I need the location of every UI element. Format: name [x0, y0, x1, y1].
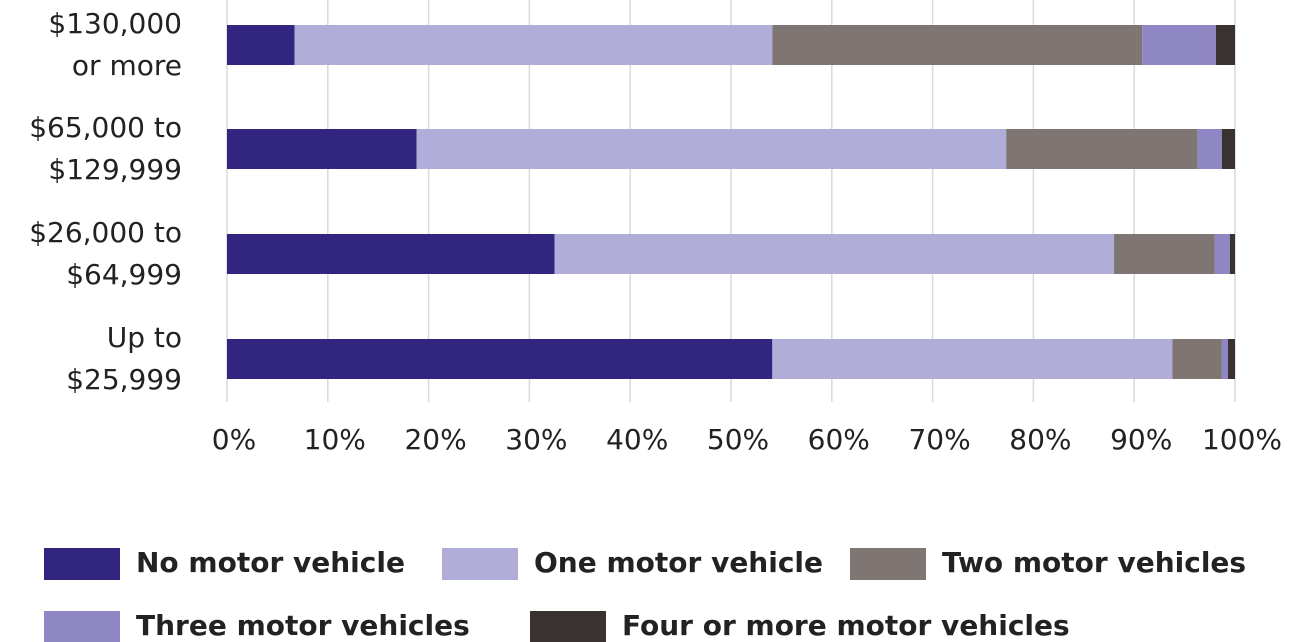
bar-segment — [227, 339, 773, 379]
x-tick-label: 0% — [212, 423, 256, 456]
bar-segment — [294, 25, 773, 65]
legend-swatch — [44, 611, 120, 642]
bar-segment — [227, 234, 555, 274]
legend-swatch — [44, 548, 120, 580]
bar-segment — [772, 339, 1173, 379]
legend-label: Three motor vehicles — [136, 609, 470, 642]
y-tick-label: $65,000 to $129,999 — [29, 111, 182, 186]
bar-segment — [1221, 339, 1228, 379]
legend-label: Two motor vehicles — [942, 546, 1246, 579]
legend-swatch — [530, 611, 606, 642]
x-tick-label: 50% — [707, 423, 769, 456]
bar-segment — [1142, 25, 1216, 65]
bar-segment — [772, 25, 1143, 65]
x-tick-label: 40% — [606, 423, 668, 456]
y-tick-label: $26,000 to $64,999 — [29, 216, 182, 291]
legend-label: One motor vehicle — [534, 546, 823, 579]
y-tick-label: Up to $25,999 — [66, 321, 182, 396]
bar-segment — [1114, 234, 1215, 274]
x-tick-label: 10% — [304, 423, 366, 456]
bar-segment — [416, 129, 1007, 169]
legend-label: Four or more motor vehicles — [622, 609, 1070, 642]
bar-segment — [227, 25, 295, 65]
x-tick-label: 70% — [908, 423, 970, 456]
legend-swatch — [442, 548, 518, 580]
bar-segment — [1229, 234, 1235, 274]
bar-segment — [1197, 129, 1222, 169]
bar-segment — [1214, 234, 1230, 274]
bar-segment — [1215, 25, 1235, 65]
bar-segment — [1221, 129, 1235, 169]
x-tick-label: 30% — [505, 423, 567, 456]
legend-label: No motor vehicle — [136, 546, 405, 579]
x-tick-label: 60% — [808, 423, 870, 456]
x-tick-label: 20% — [404, 423, 466, 456]
x-tick-label: 90% — [1110, 423, 1172, 456]
bar-segment — [554, 234, 1115, 274]
bar-segment — [227, 129, 417, 169]
x-tick-label: 100% — [1202, 423, 1282, 456]
x-tick-label: 80% — [1009, 423, 1071, 456]
legend-swatch — [850, 548, 926, 580]
bar-segment — [1006, 129, 1198, 169]
bar-segment — [1172, 339, 1222, 379]
y-tick-label: $130,000 or more — [48, 7, 182, 82]
bar-segment — [1227, 339, 1235, 379]
